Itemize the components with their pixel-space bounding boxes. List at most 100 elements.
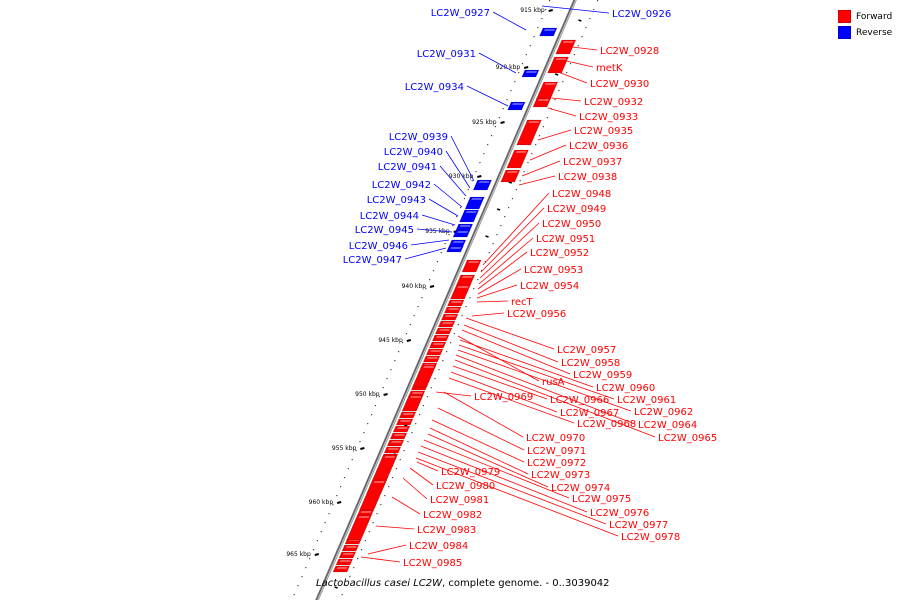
- forward-gene-leader: [521, 160, 561, 177]
- track-dot: [436, 261, 438, 263]
- kbp-label: 935 kbp: [425, 228, 450, 235]
- track-dot: [457, 324, 459, 326]
- legend-forward-label: Forward: [856, 11, 893, 22]
- forward-gene-label: LC2W_0961: [617, 395, 676, 406]
- track-dot: [405, 333, 408, 335]
- reverse-gene-label: LC2W_0941: [378, 162, 437, 173]
- track-dot: [498, 117, 500, 119]
- track-dot: [398, 351, 400, 353]
- forward-gene-shine: [342, 553, 354, 555]
- forward-gene: [346, 514, 372, 541]
- forward-gene-leader: [391, 496, 421, 515]
- forward-gene-leader: [409, 467, 434, 486]
- track-dot: [523, 171, 525, 173]
- reverse-gene-leader: [450, 135, 475, 182]
- forward-gene-leader: [415, 457, 619, 537]
- forward-gene-shine: [410, 396, 422, 398]
- forward-gene-shine: [544, 83, 556, 85]
- reverse-gene-shine: [512, 103, 524, 105]
- reverse-gene-leader: [428, 198, 459, 217]
- forward-gene: [335, 558, 354, 566]
- forward-gene-label: LC2W_0965: [658, 433, 717, 444]
- kbp-tick: [523, 66, 529, 69]
- track-dot: [440, 252, 442, 254]
- track-dot: [537, 27, 539, 29]
- forward-gene: [438, 320, 456, 328]
- reverse-gene-leader: [541, 5, 610, 14]
- track-dot: [407, 441, 409, 443]
- track-dot: [589, 18, 591, 20]
- track-dot: [305, 567, 307, 569]
- forward-gene-shine: [423, 366, 435, 368]
- forward-gene-leader: [476, 300, 509, 303]
- track-dot: [340, 486, 342, 488]
- track-dot: [367, 423, 369, 425]
- reverse-gene-leader: [478, 52, 517, 74]
- track-dot: [541, 18, 543, 20]
- forward-gene-label: LC2W_0956: [507, 309, 566, 320]
- forward-gene-leader: [375, 525, 415, 530]
- forward-gene-leader: [448, 377, 575, 424]
- forward-gene-label: LC2W_0936: [569, 141, 628, 152]
- track-dot: [434, 378, 436, 380]
- forward-gene-shine: [412, 392, 423, 394]
- forward-gene-leader: [477, 251, 528, 290]
- track-dot: [479, 162, 481, 164]
- reverse-gene-label: LC2W_0942: [372, 180, 431, 191]
- forward-gene-leader: [476, 284, 518, 299]
- track-dot: [531, 153, 533, 155]
- forward-gene-label: LC2W_0932: [584, 97, 643, 108]
- forward-gene-shine: [360, 511, 372, 513]
- reverse-gene-label: LC2W_0944: [360, 211, 419, 222]
- track-dot: [403, 450, 405, 452]
- reverse-gene-shine: [478, 181, 490, 183]
- forward-gene: [506, 149, 529, 169]
- forward-gene: [555, 39, 577, 55]
- track-dot: [471, 180, 473, 182]
- forward-gene: [535, 81, 559, 101]
- reverse-gene-label: LC2W_0945: [355, 225, 414, 236]
- track-dot: [320, 531, 322, 533]
- legend-item-reverse: Reverse: [838, 25, 900, 40]
- track-dot: [518, 72, 520, 74]
- forward-gene-label: LC2W_0982: [423, 510, 482, 521]
- track-dot: [297, 585, 299, 587]
- forward-gene-label: LC2W_0967: [560, 408, 619, 419]
- forward-gene-shine: [451, 301, 462, 303]
- track-dot: [529, 45, 531, 47]
- kbp-label: 955 kbp: [332, 445, 357, 452]
- forward-gene-leader: [437, 407, 525, 451]
- forward-gene-shine: [396, 427, 408, 429]
- reverse-gene-label: LC2W_0939: [389, 132, 448, 143]
- track-dot: [533, 36, 535, 38]
- legend-item-forward: Forward: [838, 9, 900, 24]
- track-dot: [597, 0, 599, 2]
- track-dot: [535, 144, 537, 146]
- forward-gene-label: LC2W_0928: [600, 46, 659, 57]
- track-dot: [417, 306, 419, 308]
- forward-gene-shine: [507, 171, 518, 173]
- forward-gene-label: LC2W_0954: [520, 281, 579, 292]
- forward-gene: [425, 348, 444, 356]
- track-dot: [467, 189, 469, 191]
- reverse-gene-shine: [450, 247, 462, 249]
- forward-gene-label: LC2W_0971: [527, 446, 586, 457]
- reverse-gene-shine: [465, 211, 477, 213]
- forward-gene-label: LC2W_0974: [551, 483, 610, 494]
- reverse-gene: [472, 179, 492, 191]
- reverse-gene-shine: [544, 29, 555, 31]
- track-dots-left: [293, 0, 551, 596]
- forward-gene-label: LC2W_0977: [609, 520, 668, 531]
- forward-gene-shine: [555, 58, 567, 60]
- track-dot: [444, 243, 446, 245]
- track-dot: [546, 117, 548, 119]
- forward-gene-leader: [461, 329, 571, 375]
- track-dot: [453, 333, 456, 335]
- forward-gene: [341, 544, 360, 552]
- track-dot: [425, 288, 427, 290]
- forward-gene-leader: [457, 349, 632, 412]
- track-dot: [430, 387, 432, 389]
- forward-gene-leader: [360, 556, 401, 563]
- forward-gene-label: LC2W_0975: [572, 494, 631, 505]
